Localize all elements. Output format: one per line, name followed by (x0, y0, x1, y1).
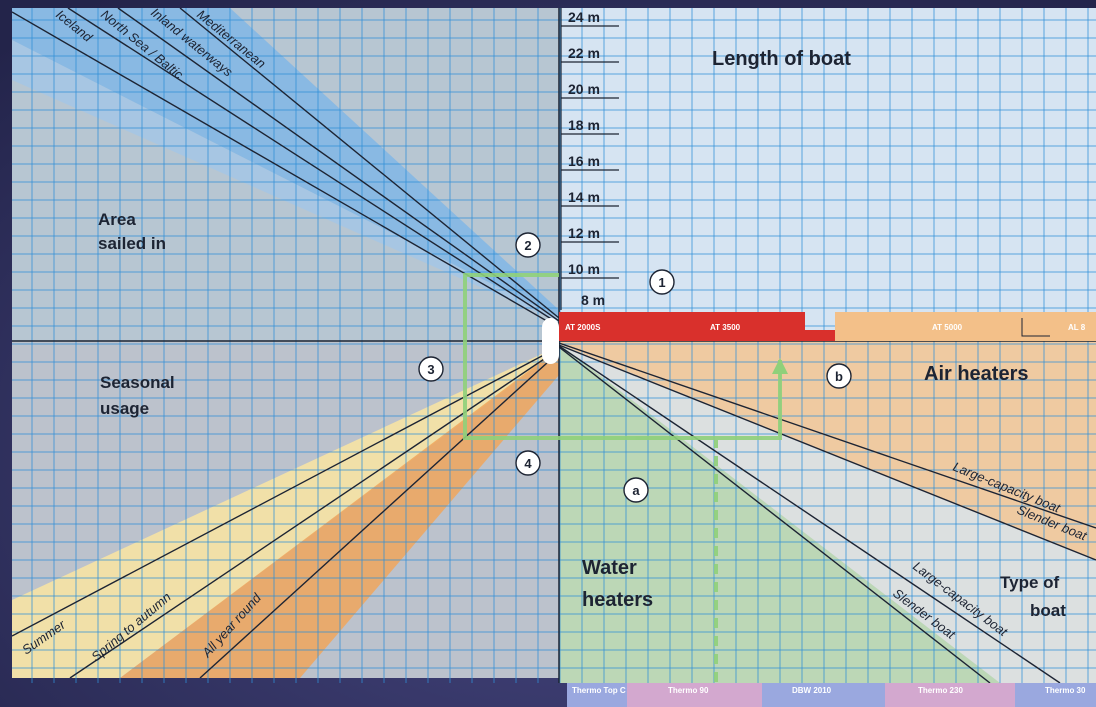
water-heaters-title-line2: heaters (582, 589, 653, 611)
water-line-slender (559, 346, 991, 683)
season-line-all-year (199, 351, 559, 678)
water-heaters-title-line1: Water (582, 557, 637, 579)
svg-text:1: 1 (658, 275, 665, 290)
water-bar (627, 683, 762, 707)
length-tick-label: 10 m (568, 261, 600, 277)
step-marker-a: a (623, 477, 649, 503)
water-bar-label: Thermo 230 (918, 686, 963, 695)
air-heater-bars: AT 2000S AT 3500 AT 5000 AL 8 (559, 312, 1096, 341)
length-tick-label: 8 m (581, 292, 605, 308)
length-tick-label: 18 m (568, 117, 600, 133)
length-tick-label: 22 m (568, 45, 600, 61)
air-bar-label: AT 3500 (710, 323, 741, 332)
length-tick-label: 12 m (568, 225, 600, 241)
step-marker-4: 4 (515, 450, 541, 476)
air-bar-label: AT 5000 (932, 323, 963, 332)
svg-text:3: 3 (427, 362, 434, 377)
step-marker-1: 1 (649, 269, 675, 295)
water-line-large (559, 345, 1061, 683)
water-bar (885, 683, 1015, 707)
water-bar-label: Thermo 30 (1045, 686, 1086, 695)
air-bar-red (559, 312, 835, 341)
guide-arrow (772, 358, 788, 374)
length-scale: 24 m 22 m 20 m 18 m 16 m 14 m 12 m 10 m … (560, 8, 619, 310)
svg-text:b: b (835, 369, 843, 384)
air-bar-label: AT 2000S (565, 323, 601, 332)
area-title-line1: Area (98, 210, 136, 229)
svg-text:4: 4 (524, 456, 532, 471)
svg-text:a: a (632, 483, 640, 498)
air-heaters-title: Air heaters (924, 363, 1029, 385)
area-title-line2: sailed in (98, 234, 166, 253)
water-bar (567, 683, 627, 707)
area-line-inland (117, 8, 559, 322)
svg-text:2: 2 (524, 238, 531, 253)
type-title-line2: boat (1030, 601, 1066, 620)
seasonal-title-line1: Seasonal (100, 373, 175, 392)
center-hub (542, 318, 559, 364)
water-bar-label: DBW 2010 (792, 686, 832, 695)
water-bar (1015, 683, 1096, 707)
area-line-mediterranean (179, 8, 559, 319)
seasonal-title-line2: usage (100, 399, 149, 418)
length-tick-label: 20 m (568, 81, 600, 97)
length-tick-label: 14 m (568, 189, 600, 205)
step-marker-3: 3 (418, 356, 444, 382)
type-light-wedge (559, 344, 1096, 683)
water-bar-label: Thermo Top C (572, 686, 626, 695)
grid (12, 8, 1096, 683)
water-bar (762, 683, 885, 707)
water-heater-bars: Thermo Top C Thermo 90 DBW 2010 Thermo 2… (567, 683, 1096, 707)
water-bar-label: Thermo 90 (668, 686, 709, 695)
air-bar-large (835, 312, 1096, 341)
season-line-summer (12, 346, 559, 637)
type-title-line1: Type of (1000, 573, 1060, 592)
length-title: Length of boat (712, 48, 851, 70)
air-line-large (559, 342, 1096, 529)
length-tick-label: 16 m (568, 153, 600, 169)
length-tick-label: 24 m (568, 9, 600, 25)
season-band-yellow (12, 346, 559, 678)
area-band (12, 8, 559, 318)
air-bar-label: AL 8 (1068, 323, 1086, 332)
step-marker-b: b (826, 363, 852, 389)
air-line-slender (559, 344, 1096, 561)
season-line-spring (69, 348, 559, 678)
step-marker-2: 2 (515, 232, 541, 258)
guide-line-length (463, 273, 782, 440)
area-line-north-sea (67, 8, 559, 325)
air-heater-wedge (559, 341, 1096, 560)
